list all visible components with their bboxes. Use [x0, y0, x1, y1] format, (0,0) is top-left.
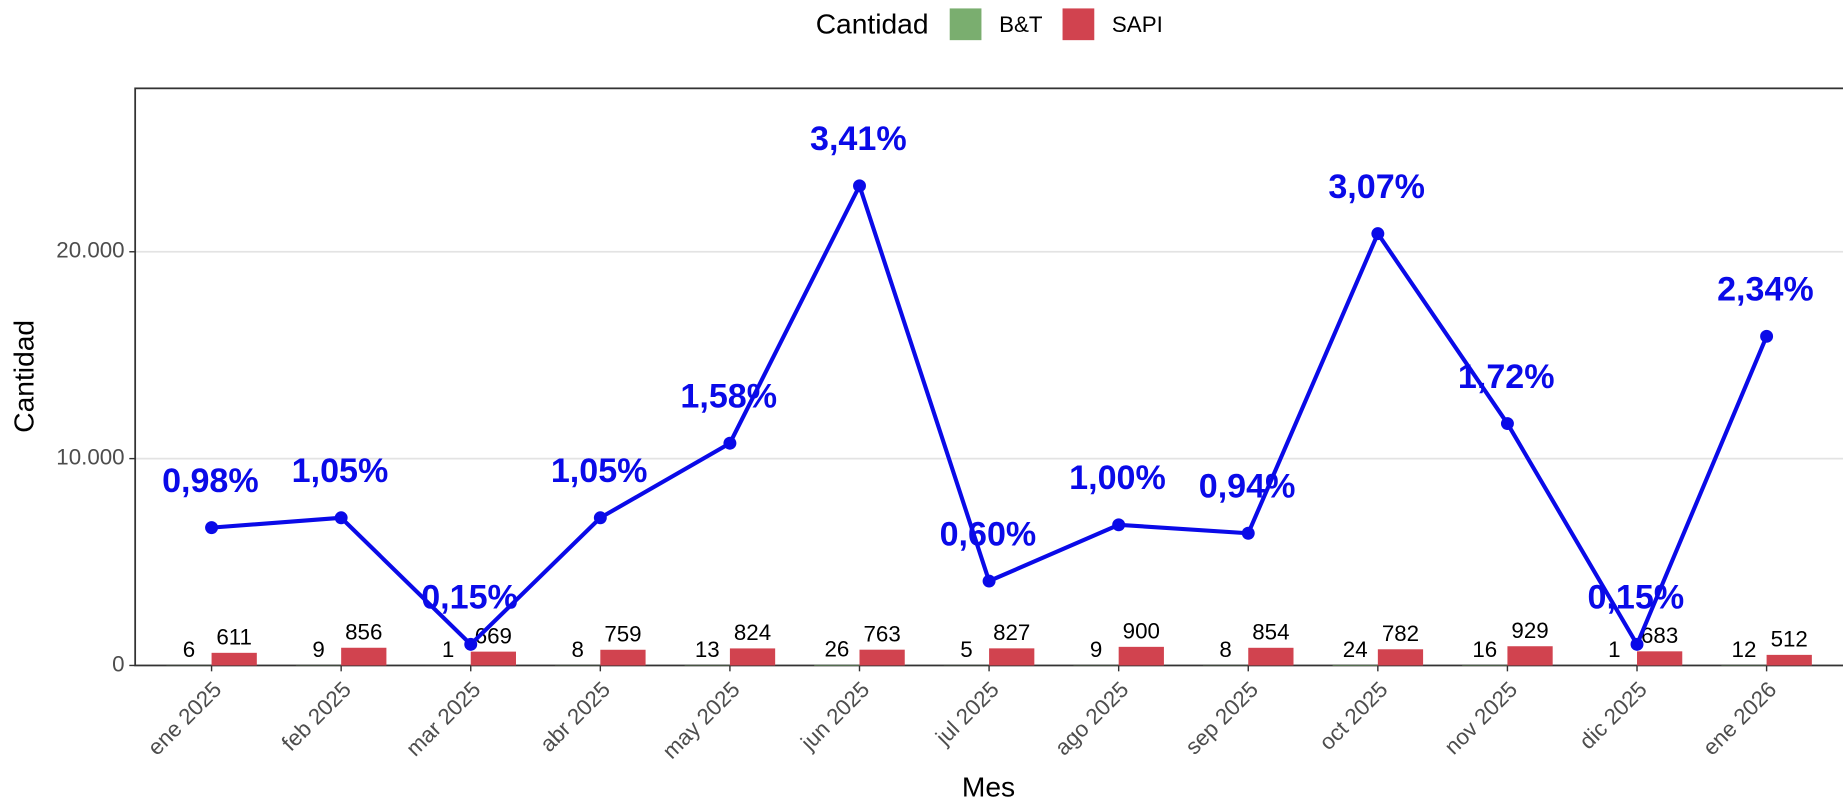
bar-value-label: 16 — [1472, 637, 1497, 662]
bar — [859, 649, 905, 666]
line-point — [205, 521, 219, 535]
bar-value-label: 8 — [1219, 637, 1231, 662]
bar-value-label: 1 — [1608, 637, 1620, 662]
bar-value-label: 827 — [993, 620, 1030, 645]
bar-value-label: 683 — [1641, 623, 1678, 648]
line-value-label: 1,05% — [551, 452, 648, 490]
x-tick-label: mar 2025 — [401, 677, 485, 761]
bar-value-label: 24 — [1343, 637, 1368, 662]
line-value-label: 1,05% — [292, 452, 389, 490]
bar-value-label: 26 — [824, 637, 849, 662]
bar — [341, 647, 387, 666]
line-point — [334, 511, 348, 525]
x-tick-label: ago 2025 — [1050, 677, 1134, 761]
bar-value-label: 8 — [571, 637, 583, 662]
line-point — [464, 637, 478, 651]
x-tick-label: dic 2025 — [1574, 677, 1651, 754]
line-value-label: 1,58% — [680, 378, 777, 416]
bar-value-label: 9 — [312, 637, 324, 662]
bar — [211, 652, 257, 666]
plot-area — [135, 88, 1843, 666]
x-tick-label: jul 2025 — [930, 677, 1004, 751]
line-value-label: 0,15% — [421, 579, 518, 617]
line-value-label: 2,34% — [1717, 271, 1814, 309]
line-value-label: 1,00% — [1069, 459, 1166, 497]
legend-swatch — [1062, 8, 1095, 41]
line-value-label: 3,41% — [810, 120, 907, 158]
y-axis-label: Cantidad — [7, 320, 39, 433]
bar-value-label: 824 — [734, 620, 771, 645]
bar-value-label: 6 — [183, 637, 195, 662]
x-tick-label: jun 2025 — [795, 677, 874, 756]
x-tick-label: abr 2025 — [535, 677, 615, 757]
bar — [1766, 654, 1812, 666]
x-tick-label: ene 2025 — [143, 677, 227, 761]
line-value-label: 0,98% — [162, 462, 259, 500]
bar-value-label: 611 — [216, 625, 252, 650]
y-tick-label: 0 — [112, 651, 124, 676]
y-tick-label: 20.000 — [56, 238, 124, 263]
y-tick-label: 10.000 — [56, 445, 124, 470]
line-point — [1112, 518, 1126, 532]
bar-value-label: 856 — [345, 620, 382, 645]
x-tick-label: oct 2025 — [1314, 677, 1392, 755]
line-value-label: 1,72% — [1458, 358, 1555, 396]
bar-value-label: 1 — [442, 637, 454, 662]
bar-value-label: 9 — [1090, 637, 1102, 662]
line-point — [1371, 227, 1385, 241]
x-tick-label: feb 2025 — [277, 677, 356, 756]
legend-label: B&T — [999, 12, 1043, 37]
x-tick-label: ene 2026 — [1698, 677, 1782, 761]
legend-title: Cantidad — [816, 8, 929, 40]
legend-label: SAPI — [1112, 12, 1163, 37]
line-point — [1630, 637, 1644, 651]
bar-value-label: 759 — [604, 622, 641, 647]
bar-value-label: 13 — [695, 637, 720, 662]
x-axis-label: Mes — [962, 770, 1015, 802]
bar-value-label: 12 — [1732, 637, 1757, 662]
line-point — [853, 179, 866, 193]
bar — [600, 649, 646, 666]
line-value-label: 0,15% — [1588, 579, 1685, 617]
line-point — [723, 436, 737, 450]
bar-value-label: 512 — [1771, 627, 1808, 652]
line-point — [1241, 526, 1255, 540]
line-point — [982, 574, 996, 588]
line-value-label: 0,94% — [1199, 468, 1296, 506]
bar — [814, 664, 860, 666]
bar — [729, 648, 776, 666]
line-point — [1500, 417, 1514, 430]
bar-value-label: 5 — [960, 637, 972, 662]
bar — [1248, 647, 1294, 666]
bar-value-label: 782 — [1382, 621, 1419, 646]
line-point — [1760, 329, 1774, 343]
bar — [1507, 646, 1553, 666]
bar — [470, 651, 516, 666]
x-tick-label: sep 2025 — [1180, 677, 1263, 760]
legend-swatch — [949, 8, 982, 41]
line-value-label: 0,60% — [940, 515, 1037, 553]
bar — [1637, 651, 1683, 666]
x-tick-label: nov 2025 — [1440, 677, 1523, 760]
bar-value-label: 929 — [1511, 618, 1548, 643]
x-tick-label: may 2025 — [658, 677, 745, 764]
bar-value-label: 900 — [1123, 619, 1160, 644]
bar-value-label: 854 — [1252, 620, 1289, 645]
bar — [989, 648, 1035, 666]
bar-value-label: 763 — [863, 621, 900, 646]
bar — [1377, 649, 1424, 666]
line-point — [593, 511, 607, 525]
line-value-label: 3,07% — [1328, 168, 1425, 206]
bar — [1118, 646, 1164, 666]
